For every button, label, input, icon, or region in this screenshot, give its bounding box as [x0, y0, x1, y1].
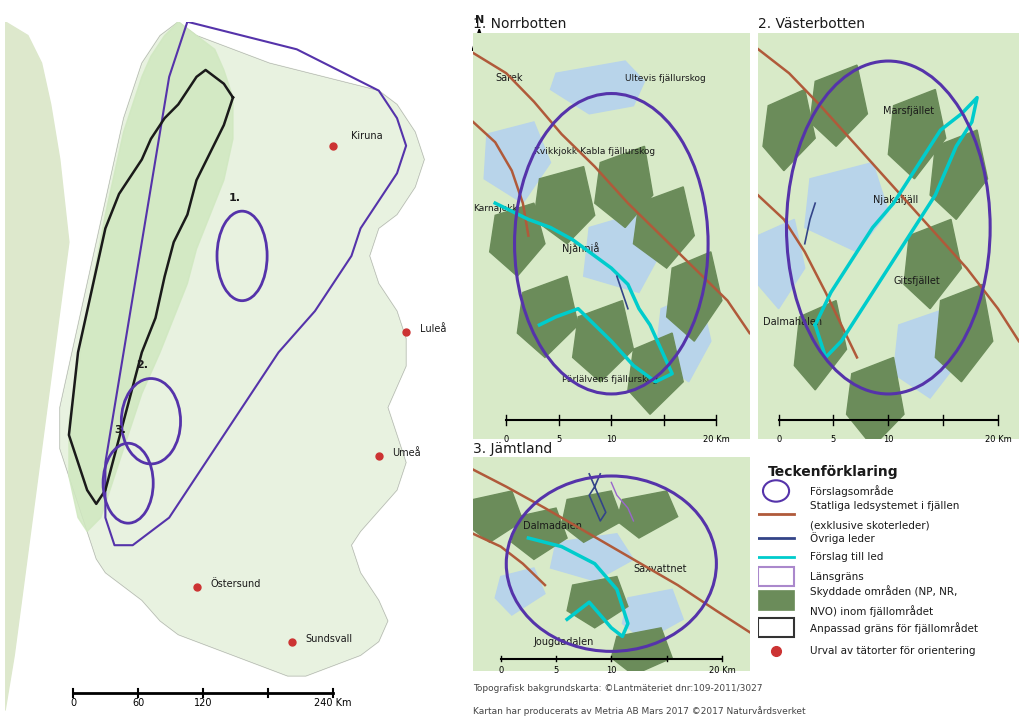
Polygon shape [810, 65, 867, 146]
Polygon shape [758, 33, 1019, 439]
Text: Jougdadalen: Jougdadalen [534, 637, 594, 647]
Text: Njakafjäll: Njakafjäll [872, 195, 918, 205]
Text: 5: 5 [556, 434, 561, 444]
Polygon shape [567, 576, 628, 628]
Text: N: N [474, 15, 484, 25]
Polygon shape [628, 333, 683, 414]
Bar [758, 618, 795, 637]
Polygon shape [847, 357, 904, 447]
Text: 5: 5 [553, 666, 559, 676]
Text: Sarek: Sarek [496, 73, 522, 83]
Text: 3. Jämtland: 3. Jämtland [473, 442, 552, 455]
Text: 1. Norrbotten: 1. Norrbotten [473, 17, 566, 31]
Text: (exklusive skoterleder): (exklusive skoterleder) [810, 521, 930, 530]
Text: Kartan har producerats av Metria AB Mars 2017 ©2017 Naturvårdsverket: Kartan har producerats av Metria AB Mars… [473, 706, 806, 716]
Polygon shape [496, 568, 545, 615]
Polygon shape [805, 162, 888, 252]
Polygon shape [489, 203, 545, 276]
Text: Dalmahalen: Dalmahalen [763, 317, 822, 327]
Text: Ultevis fjällurskog: Ultevis fjällurskog [625, 75, 706, 83]
Text: Kvikkjokk-Kabla fjällurskog: Kvikkjokk-Kabla fjällurskog [534, 147, 655, 157]
Polygon shape [468, 491, 523, 542]
Polygon shape [473, 457, 750, 671]
Polygon shape [534, 167, 595, 244]
Polygon shape [484, 122, 551, 203]
Text: Urval av tätorter för orientering: Urval av tätorter för orientering [810, 647, 976, 656]
Text: 10: 10 [606, 666, 616, 676]
Text: Marsfjället: Marsfjället [883, 106, 934, 116]
Text: Östersund: Östersund [210, 579, 260, 589]
Bar [758, 567, 795, 586]
Text: Karnajokk: Karnajokk [473, 204, 518, 213]
Text: 20 Km: 20 Km [985, 434, 1012, 444]
Text: Luleå: Luleå [420, 323, 446, 334]
Polygon shape [572, 301, 634, 382]
Polygon shape [623, 589, 683, 641]
Text: Umeå: Umeå [392, 447, 421, 457]
Polygon shape [894, 309, 962, 398]
Text: 5: 5 [830, 434, 837, 444]
Polygon shape [930, 130, 987, 220]
Polygon shape [616, 491, 678, 538]
Polygon shape [512, 508, 567, 560]
Polygon shape [888, 89, 946, 179]
Text: Njånnjå: Njånnjå [561, 242, 599, 254]
Text: NVO) inom fjällområdet: NVO) inom fjällområdet [810, 605, 933, 617]
Text: Gitsfjället: Gitsfjället [894, 276, 940, 286]
Text: Förslag till led: Förslag till led [810, 552, 884, 563]
Polygon shape [59, 22, 424, 676]
Text: Saxvattnet: Saxvattnet [634, 564, 687, 574]
Text: 0: 0 [776, 434, 781, 444]
Polygon shape [551, 61, 644, 114]
Polygon shape [551, 534, 634, 581]
Text: Anpassad gräns för fjällområdet: Anpassad gräns för fjällområdet [810, 622, 978, 634]
Text: 10: 10 [883, 434, 894, 444]
Polygon shape [472, 29, 486, 51]
Polygon shape [763, 89, 815, 170]
Text: 20 Km: 20 Km [703, 434, 730, 444]
Text: Skyddade områden (NP, NR,: Skyddade områden (NP, NR, [810, 586, 957, 597]
Text: 0: 0 [504, 434, 509, 444]
Text: Kiruna: Kiruna [351, 130, 383, 141]
Text: 20 Km: 20 Km [709, 666, 735, 676]
Bar [758, 590, 795, 610]
Text: 240 Km: 240 Km [314, 697, 352, 708]
Polygon shape [561, 491, 623, 542]
Text: Förslagsområde: Förslagsområde [810, 485, 894, 497]
Polygon shape [655, 292, 711, 382]
Text: 3.: 3. [115, 425, 127, 435]
Polygon shape [5, 22, 69, 710]
Polygon shape [611, 628, 672, 675]
Polygon shape [69, 22, 233, 531]
Text: 0: 0 [71, 697, 77, 708]
Polygon shape [935, 284, 993, 382]
Text: Statliga ledsystemet i fjällen: Statliga ledsystemet i fjällen [810, 501, 959, 511]
Polygon shape [758, 220, 805, 309]
Text: Dalmadalen: Dalmadalen [523, 521, 582, 531]
Polygon shape [517, 276, 579, 357]
Text: 2. Västerbotten: 2. Västerbotten [758, 17, 864, 31]
Polygon shape [584, 211, 662, 292]
Text: Länsgräns: Länsgräns [810, 571, 863, 581]
Polygon shape [667, 252, 722, 341]
Polygon shape [595, 146, 653, 228]
Polygon shape [473, 33, 750, 439]
Text: Pärlälvens fjällurskog: Pärlälvens fjällurskog [561, 375, 657, 384]
Polygon shape [634, 187, 694, 268]
Text: Övriga leder: Övriga leder [810, 532, 874, 544]
Text: Teckenförklaring: Teckenförklaring [768, 465, 899, 479]
Text: 2.: 2. [136, 360, 148, 370]
Text: 0: 0 [498, 666, 504, 676]
Text: 120: 120 [195, 697, 213, 708]
Text: Topografisk bakgrundskarta: ©Lantmäteriet dnr:109-2011/3027: Topografisk bakgrundskarta: ©Lantmäterie… [473, 684, 763, 693]
Text: Sundsvall: Sundsvall [306, 634, 353, 644]
Polygon shape [904, 220, 962, 309]
Text: 1.: 1. [228, 193, 241, 203]
Text: 10: 10 [606, 434, 616, 444]
Polygon shape [795, 301, 847, 390]
Text: 60: 60 [132, 697, 144, 708]
